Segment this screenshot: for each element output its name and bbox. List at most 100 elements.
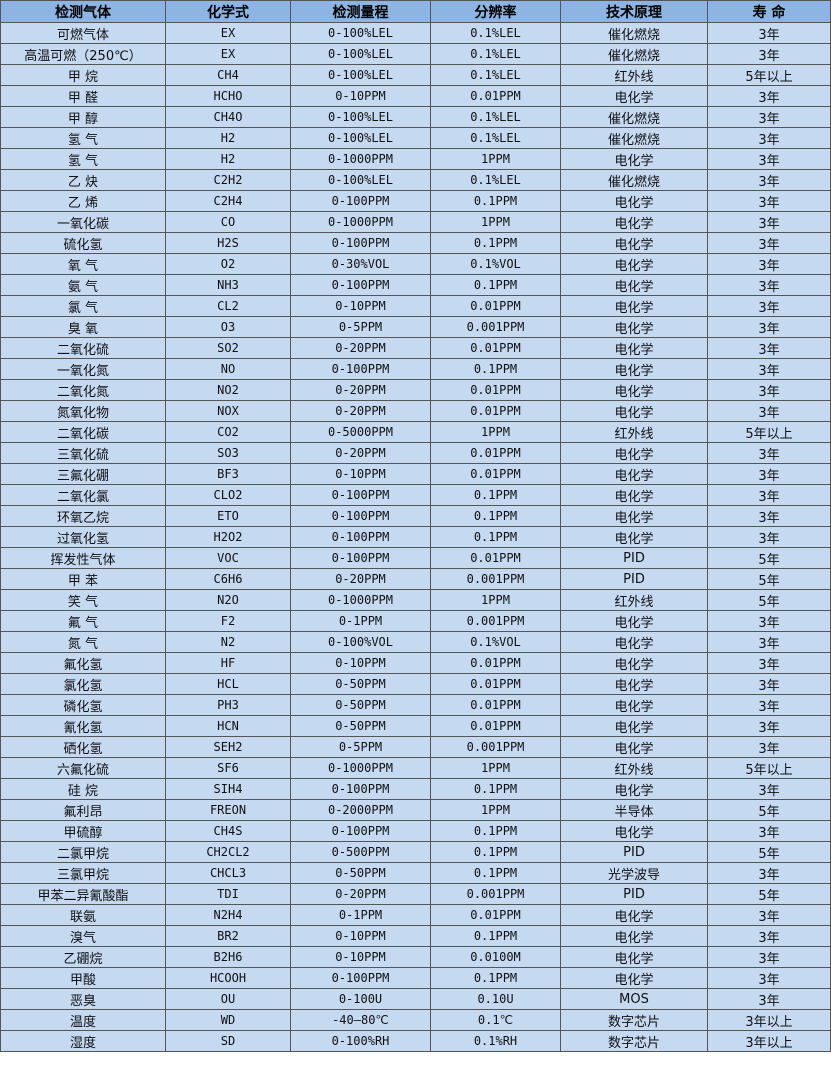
cell-lifespan: 3年 [707,316,831,338]
cell-formula: C2H2 [165,169,291,191]
cell-lifespan: 3年 [707,85,831,107]
cell-formula: SF6 [165,757,291,779]
cell-resolution: 0.1PPM [430,505,561,527]
cell-gas-name: 二氧化硫 [0,337,166,359]
cell-gas-name: 臭 氧 [0,316,166,338]
cell-principle: 电化学 [560,316,708,338]
cell-formula: HCHO [165,85,291,107]
cell-lifespan: 3年 [707,358,831,380]
cell-formula: H2O2 [165,526,291,548]
cell-gas-name: 三氯甲烷 [0,862,166,884]
table-row: 挥发性气体 VOC 0-100PPM 0.01PPM PID 5年 [0,547,831,569]
cell-gas-name: 溴气 [0,925,166,947]
cell-principle: 电化学 [560,85,708,107]
cell-formula: O3 [165,316,291,338]
cell-resolution: 0.001PPM [430,883,561,905]
table-row: 氨 气 NH3 0-100PPM 0.1PPM 电化学 3年 [0,274,831,296]
cell-resolution: 0.001PPM [430,610,561,632]
cell-gas-name: 甲酸 [0,967,166,989]
cell-formula: C6H6 [165,568,291,590]
cell-gas-name: 氧 气 [0,253,166,275]
cell-resolution: 0.01PPM [430,652,561,674]
cell-gas-name: 甲 醛 [0,85,166,107]
cell-principle: 电化学 [560,904,708,926]
cell-principle: 催化燃烧 [560,22,708,44]
cell-principle: 电化学 [560,715,708,737]
cell-lifespan: 3年 [707,862,831,884]
cell-principle: 电化学 [560,505,708,527]
table-row: 硫化氢 H2S 0-100PPM 0.1PPM 电化学 3年 [0,232,831,254]
cell-principle: 电化学 [560,274,708,296]
cell-gas-name: 氮 气 [0,631,166,653]
cell-gas-name: 二氧化氯 [0,484,166,506]
cell-formula: N2O [165,589,291,611]
cell-formula: NH3 [165,274,291,296]
cell-resolution: 0.01PPM [430,694,561,716]
cell-resolution: 1PPM [430,757,561,779]
cell-range: 0-1PPM [290,904,431,926]
cell-resolution: 0.1PPM [430,232,561,254]
table-row: 可燃气体 EX 0-100%LEL 0.1%LEL 催化燃烧 3年 [0,22,831,44]
table-row: 甲 烷 CH4 0-100%LEL 0.1%LEL 红外线 5年以上 [0,64,831,86]
cell-principle: 电化学 [560,232,708,254]
cell-formula: CH2CL2 [165,841,291,863]
table-row: 氢 气 H2 0-100%LEL 0.1%LEL 催化燃烧 3年 [0,127,831,149]
cell-principle: 催化燃烧 [560,106,708,128]
cell-principle: 电化学 [560,400,708,422]
table-row: 氮 气 N2 0-100%VOL 0.1%VOL 电化学 3年 [0,631,831,653]
cell-formula: H2S [165,232,291,254]
cell-principle: 电化学 [560,925,708,947]
cell-resolution: 0.01PPM [430,295,561,317]
cell-resolution: 0.01PPM [430,337,561,359]
cell-principle: 电化学 [560,211,708,233]
cell-principle: 数字芯片 [560,1009,708,1031]
cell-resolution: 0.01PPM [430,442,561,464]
cell-lifespan: 3年以上 [707,1009,831,1031]
cell-formula: H2 [165,127,291,149]
cell-lifespan: 3年 [707,274,831,296]
cell-range: 0-20PPM [290,337,431,359]
cell-range: 0-50PPM [290,862,431,884]
cell-resolution: 0.01PPM [430,547,561,569]
cell-lifespan: 3年 [707,43,831,65]
header-lifespan: 寿 命 [707,0,831,23]
table-row: 二氧化氯 CLO2 0-100PPM 0.1PPM 电化学 3年 [0,484,831,506]
header-formula: 化学式 [165,0,291,23]
cell-formula: NOX [165,400,291,422]
cell-formula: NO [165,358,291,380]
cell-lifespan: 3年 [707,148,831,170]
table-row: 甲 苯 C6H6 0-20PPM 0.001PPM PID 5年 [0,568,831,590]
cell-formula: HF [165,652,291,674]
cell-formula: CO2 [165,421,291,443]
cell-lifespan: 3年 [707,925,831,947]
table-row: 硒化氢 SEH2 0-5PPM 0.001PPM 电化学 3年 [0,736,831,758]
cell-resolution: 0.1PPM [430,190,561,212]
cell-lifespan: 3年 [707,127,831,149]
cell-principle: 电化学 [560,946,708,968]
cell-resolution: 0.1PPM [430,778,561,800]
cell-range: 0-10PPM [290,463,431,485]
cell-lifespan: 3年 [707,967,831,989]
cell-principle: 电化学 [560,673,708,695]
cell-principle: 电化学 [560,631,708,653]
cell-formula: N2H4 [165,904,291,926]
table-row: 氯化氢 HCL 0-50PPM 0.01PPM 电化学 3年 [0,673,831,695]
cell-principle: PID [560,568,708,590]
cell-lifespan: 3年 [707,295,831,317]
cell-formula: ETO [165,505,291,527]
cell-range: 0-100PPM [290,778,431,800]
cell-gas-name: 可燃气体 [0,22,166,44]
cell-range: 0-20PPM [290,400,431,422]
cell-resolution: 0.1%VOL [430,253,561,275]
cell-range: 0-100PPM [290,820,431,842]
cell-lifespan: 3年 [707,778,831,800]
cell-resolution: 0.1%LEL [430,22,561,44]
cell-range: 0-10PPM [290,295,431,317]
cell-gas-name: 甲 苯 [0,568,166,590]
cell-formula: VOC [165,547,291,569]
cell-principle: 催化燃烧 [560,169,708,191]
table-row: 硅 烷 SIH4 0-100PPM 0.1PPM 电化学 3年 [0,778,831,800]
cell-resolution: 0.1PPM [430,862,561,884]
cell-principle: 电化学 [560,610,708,632]
cell-formula: HCL [165,673,291,695]
